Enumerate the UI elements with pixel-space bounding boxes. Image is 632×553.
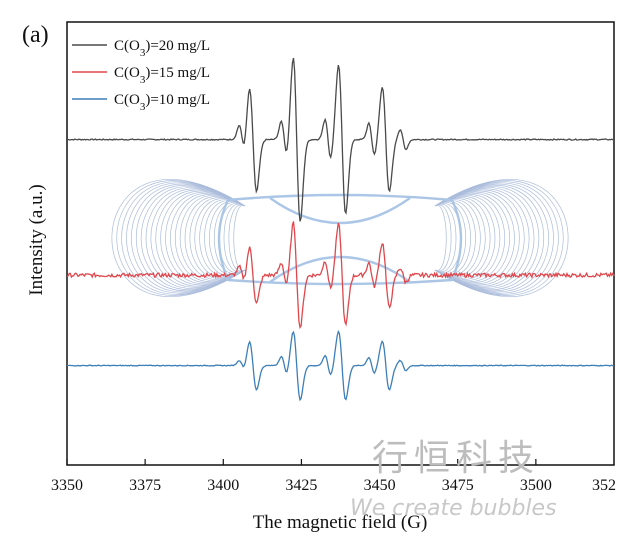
watermark-field-line [165,191,246,285]
watermark-field-line [223,203,246,273]
x-axis-title: The magnetic field (G) [253,512,428,533]
x-tick-label: 3375 [129,477,161,494]
x-tick-label: 3400 [207,477,239,494]
watermark-field-line [434,199,481,277]
watermark-field-line [136,184,246,292]
watermark-field-line [126,182,246,294]
watermark-field-line [140,186,246,290]
watermark-field-line [434,181,559,295]
watermark-field-line [189,197,246,279]
watermark-field-line [434,203,457,273]
series-line-1 [66,221,615,330]
watermark-field-line [434,205,447,271]
watermark-field-line [434,184,544,292]
x-tick-label: 3425 [285,477,317,494]
legend-label-10: C(O3)=10 mg/L [114,92,210,113]
watermark-field-line [434,202,466,274]
watermark-field-line [175,193,246,283]
watermark-field-line [111,179,246,297]
watermark-field-line [228,204,246,272]
watermark-field-line [434,204,452,272]
watermark-field-line [434,182,554,294]
watermark-field-line [434,180,564,296]
x-tick-label: 3350 [51,477,83,494]
series-line-0 [67,57,614,222]
watermark-field-line [434,196,496,280]
watermark-coil [217,193,463,286]
legend-label-20: C(O3)=20 mg/L [114,38,210,59]
x-axis-ticks: 3350 3375 3400 3425 3450 3475 3500 352 [51,459,616,494]
watermark-field-line [434,191,515,285]
watermark-field-line [131,183,246,293]
watermark-field-line [434,186,540,290]
watermark-field-line [434,197,491,279]
watermark-field-line [116,180,246,296]
watermark-field-line [434,193,505,283]
panel-label: (a) [22,22,49,48]
watermark-field-line [434,201,471,275]
series-layer [66,57,615,402]
watermark-field-line [121,181,246,295]
watermark-field-line [209,201,246,275]
legend-label-15: C(O3)=15 mg/L [114,65,210,86]
watermark-field-line [160,190,246,286]
series-line-2 [66,329,615,402]
watermark-field-line [214,202,246,274]
legend: C(O3)=20 mg/L C(O3)=15 mg/L C(O3)=10 mg/… [72,38,210,113]
watermark-field-line [434,179,569,297]
y-axis-title: Intensity (a.u.) [26,184,47,295]
plot-frame [66,21,615,466]
watermark-company: 行恒科技 [372,438,540,479]
watermark-field-line [233,205,246,271]
watermark-field-line [434,190,520,286]
watermark-slogan: We create bubbles [350,496,557,521]
x-tick-label: 352 [592,477,616,494]
watermark-field-line [184,196,246,280]
x-tick-label: 3450 [364,477,396,494]
watermark-field-line [434,183,549,293]
x-tick-label: 3475 [442,477,474,494]
x-tick-label: 3500 [520,477,552,494]
